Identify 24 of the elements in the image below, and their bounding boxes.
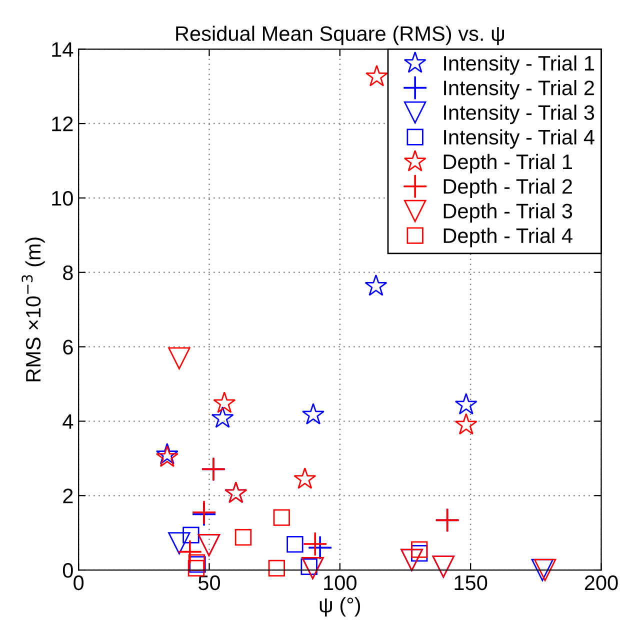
x-tick-label: 200 bbox=[584, 575, 618, 590]
legend-label: Depth - Trial 1 bbox=[444, 154, 572, 174]
legend-label: Depth - Trial 4 bbox=[444, 228, 572, 248]
y-tick-label: 10 bbox=[52, 190, 73, 206]
x-tick-label: 0 bbox=[74, 575, 84, 590]
legend-label: Intensity - Trial 4 bbox=[444, 129, 594, 149]
legend-label: Depth - Trial 2 bbox=[444, 178, 572, 198]
legend-label: Intensity - Trial 1 bbox=[444, 55, 594, 75]
y-tick-label: 12 bbox=[52, 116, 73, 132]
x-tick-label: 150 bbox=[454, 575, 488, 590]
y-axis-title: RMS ×10$^{−3}$ (m) bbox=[22, 238, 45, 382]
legend-label: Intensity - Trial 3 bbox=[444, 104, 594, 124]
x-axis-title: ψ (°) bbox=[320, 597, 360, 617]
y-tick-label: 2 bbox=[63, 488, 73, 504]
x-tick-label: 100 bbox=[324, 575, 356, 590]
chart-title: Residual Mean Square (RMS) vs. ψ bbox=[176, 26, 504, 46]
legend-label: Intensity - Trial 2 bbox=[444, 80, 594, 100]
y-tick-label: 4 bbox=[62, 414, 74, 429]
y-tick-label: 0 bbox=[62, 563, 73, 578]
legend-label: Depth - Trial 3 bbox=[444, 203, 572, 223]
y-tick-label: 14 bbox=[52, 42, 74, 57]
y-tick-label: 8 bbox=[63, 265, 73, 280]
x-tick-label: 50 bbox=[198, 575, 220, 590]
y-tick-label: 6 bbox=[63, 340, 73, 355]
